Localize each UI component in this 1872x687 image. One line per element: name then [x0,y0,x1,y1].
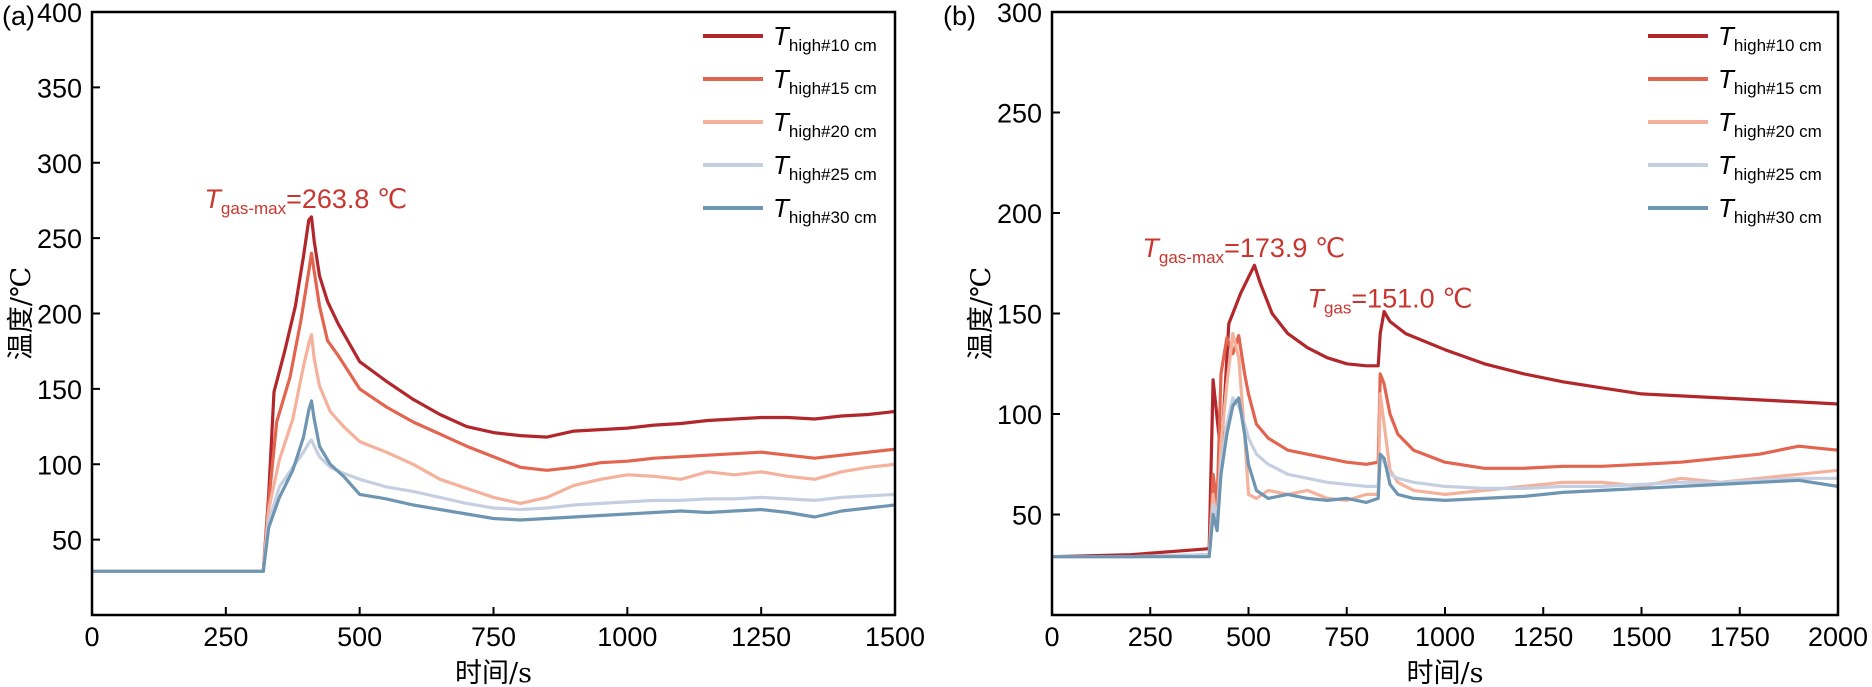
panel-label: (a) [2,1,35,31]
legend-entry: Thigh#30 cm [773,193,877,227]
series-line-high-15-cm [92,251,895,573]
x-tick-label: 750 [471,622,516,652]
y-axis-label: 温度/℃ [6,267,37,360]
panel-label: (b) [943,1,976,31]
y-tick-label: 200 [37,300,82,330]
y-tick-label: 150 [37,375,82,405]
x-tick-label: 2000 [1808,622,1868,652]
series-line-high-30-cm [1052,396,1838,559]
x-tick-label: 500 [1226,622,1271,652]
chart-panel-b: 0 250 500 750 1000 1250 1500 1750 2000 50 100 150 20… [943,0,1868,687]
x-axis-label: 时间/s [455,658,532,687]
x-tick-label: 500 [337,622,382,652]
x-tick-label: 0 [1044,622,1059,652]
y-tick-label: 300 [997,0,1042,28]
legend-entry: Thigh#20 cm [1718,107,1822,141]
y-tick-label: 50 [52,526,82,556]
legend-entry: Thigh#15 cm [1718,64,1822,98]
y-tick-label: 250 [37,224,82,254]
plot-frame [90,10,897,617]
legend-entry: Thigh#20 cm [773,107,877,141]
x-tick-label: 1000 [597,622,657,652]
y-tick-label: 300 [37,149,82,179]
legend-entry: Thigh#25 cm [773,150,877,184]
chart-panel-a: 0 250 500 750 1000 1250 1500 50 100 150 200 250 300 3… [2,0,925,687]
x-tick-label: 1250 [731,622,791,652]
y-tick-label: 150 [997,300,1042,330]
legend-entry: Thigh#30 cm [1718,193,1822,227]
x-tick-label: 1500 [1611,622,1671,652]
x-tick-label: 250 [203,622,248,652]
legend-entry: Thigh#10 cm [1718,21,1822,55]
legend: Thigh#10 cm Thigh#15 cm Thigh#20 cm Thigh#2… [703,21,877,227]
y-tick-label: 100 [37,450,82,480]
y-tick-label: 400 [37,0,82,28]
legend: Thigh#10 cm Thigh#15 cm Thigh#20 cm Thigh#2… [1648,21,1822,227]
x-tick-label: 1000 [1415,622,1475,652]
peak-annotation: Tgas-max=263.8 ℃ [204,184,407,218]
x-tick-label: 1500 [865,622,925,652]
y-tick-label: 350 [37,73,82,103]
y-tick-label: 50 [1012,501,1042,531]
series-line-high-25-cm [1052,396,1838,559]
x-tick-label: 0 [84,622,99,652]
x-tick-label: 1750 [1710,622,1770,652]
x-tick-label: 250 [1128,622,1173,652]
legend-entry: Thigh#25 cm [1718,150,1822,184]
y-tick-label: 100 [997,400,1042,430]
series-line-high-30-cm [92,399,895,573]
series-line-high-15-cm [1052,334,1838,559]
series-line-high-20-cm [92,333,895,573]
x-axis-label: 时间/s [1407,658,1484,687]
legend-entry: Thigh#10 cm [773,21,877,55]
x-tick-label: 750 [1324,622,1369,652]
series-line-high-20-cm [1052,332,1838,559]
series-line-high-25-cm [92,438,895,573]
peak-annotation: Tgas=151.0 ℃ [1307,283,1472,317]
y-tick-label: 200 [997,199,1042,229]
peak-annotation: Tgas-max=173.9 ℃ [1142,233,1345,267]
legend-entry: Thigh#15 cm [773,64,877,98]
plot-frame [1050,10,1840,617]
x-tick-label: 1250 [1513,622,1573,652]
y-tick-label: 250 [997,99,1042,129]
series-line-high-10-cm [92,215,895,573]
y-axis-label: 温度/℃ [966,267,997,360]
